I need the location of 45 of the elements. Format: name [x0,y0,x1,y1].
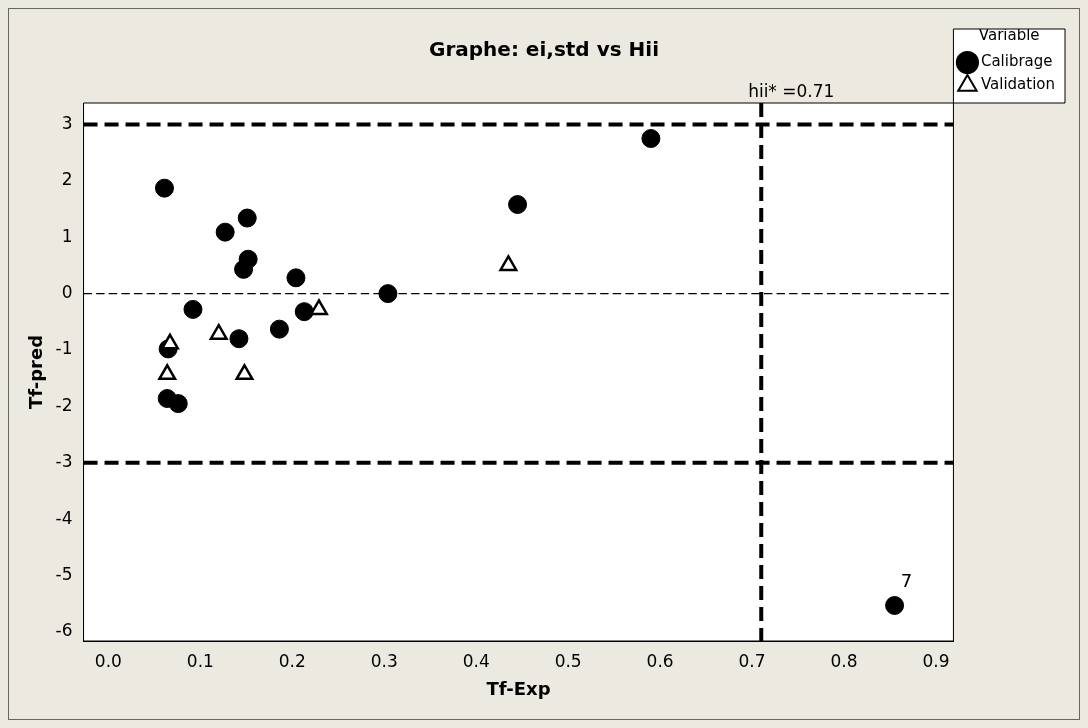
x-tick-label: 0.0 [94,650,122,671]
point [508,195,528,215]
y-tick-label: 1 [61,225,73,246]
x-tick-label: 0.3 [370,650,398,671]
legend-label: Calibrage [980,52,1053,71]
x-axis-title: Tf-Exp [486,677,551,699]
point [235,364,254,381]
point [885,595,905,615]
point [237,208,257,228]
point [641,129,661,149]
x-tick-label: 0.6 [646,650,674,671]
point [215,222,235,242]
point [168,394,188,414]
y-tick-label: -5 [55,564,73,584]
y-tick-label: -6 [55,620,73,641]
point [158,364,177,381]
point [269,319,289,339]
y-tick-label: 0 [61,282,73,303]
point [286,268,306,288]
point [154,178,174,198]
x-tick-label: 0.2 [278,650,306,671]
point [229,329,249,349]
y-axis-title: Tf-pred [25,334,47,410]
point [499,255,518,272]
y-tick-label: -1 [55,338,73,359]
point [234,259,254,279]
point [294,302,314,322]
point [378,284,398,304]
legend-label: Validation [980,75,1056,94]
x-tick-label: 0.9 [922,650,950,671]
annotation: 7 [900,570,913,592]
y-tick-label: 3 [61,112,73,133]
chart-title: Graphe: ei,std vs Hii [429,37,659,62]
y-tick-label: -3 [55,451,73,472]
ref-line-label: hii* =0.71 [748,80,835,101]
y-tick-label: -2 [55,394,73,415]
x-tick-label: 0.1 [186,650,214,671]
x-tick-label: 0.7 [738,650,766,671]
x-tick-label: 0.4 [462,650,490,671]
point [183,299,203,319]
x-tick-label: 0.8 [830,650,858,671]
x-tick-label: 0.5 [554,650,582,671]
legend-title: Variable [978,26,1040,45]
y-tick-label: 2 [61,169,73,190]
y-tick-label: -4 [55,507,73,528]
